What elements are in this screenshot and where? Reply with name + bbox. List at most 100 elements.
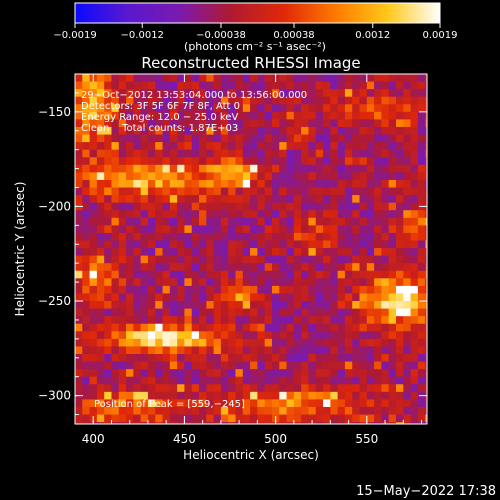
heatmap-cell bbox=[75, 142, 83, 151]
heatmap-cell bbox=[162, 308, 171, 317]
heatmap-cell bbox=[191, 240, 200, 249]
heatmap-cell bbox=[366, 187, 375, 196]
heatmap-cell bbox=[155, 195, 164, 204]
annotation-block: 29−Oct−2012 13:53:04.000 to 13:56:00.000… bbox=[81, 90, 307, 134]
heatmap-cell bbox=[191, 217, 200, 226]
heatmap-cell bbox=[301, 414, 310, 423]
heatmap-cell bbox=[359, 134, 368, 143]
heatmap-cell bbox=[403, 172, 412, 181]
heatmap-cell bbox=[206, 202, 215, 211]
heatmap-cell bbox=[330, 104, 339, 113]
heatmap-cell bbox=[395, 210, 404, 219]
heatmap-cell bbox=[75, 285, 83, 295]
heatmap-cell bbox=[381, 89, 390, 98]
heatmap-cell bbox=[337, 270, 346, 279]
heatmap-cell bbox=[133, 308, 142, 317]
heatmap-cell bbox=[220, 126, 229, 136]
heatmap-cell bbox=[126, 195, 134, 204]
heatmap-cell bbox=[323, 255, 331, 264]
heatmap-cell bbox=[96, 384, 105, 393]
heatmap-cell bbox=[220, 323, 229, 332]
heatmap-cell bbox=[147, 179, 156, 189]
heatmap-cell bbox=[75, 323, 83, 332]
heatmap-cell bbox=[177, 89, 186, 98]
heatmap-cell bbox=[250, 172, 258, 181]
heatmap-cell bbox=[75, 104, 83, 113]
heatmap-cell bbox=[140, 323, 149, 332]
heatmap-cell bbox=[257, 126, 266, 136]
heatmap-cell bbox=[184, 308, 193, 317]
heatmap-cell bbox=[199, 217, 207, 226]
heatmap-cell bbox=[118, 111, 127, 121]
heatmap-cell bbox=[264, 285, 273, 295]
heatmap-cell bbox=[381, 119, 390, 128]
heatmap-cell bbox=[147, 376, 156, 385]
heatmap-cell bbox=[366, 331, 375, 340]
heatmap-cell bbox=[89, 225, 98, 234]
heatmap-cell bbox=[155, 142, 164, 151]
heatmap-cell bbox=[352, 399, 361, 408]
heatmap-cell bbox=[286, 225, 295, 234]
heatmap-cell bbox=[425, 142, 427, 151]
heatmap-cell bbox=[133, 316, 142, 325]
heatmap-cell bbox=[271, 338, 280, 348]
heatmap-cell bbox=[337, 111, 346, 121]
heatmap-cell bbox=[374, 142, 383, 151]
heatmap-cell bbox=[388, 316, 397, 325]
heatmap-cell bbox=[104, 119, 113, 128]
heatmap-cell bbox=[308, 225, 317, 234]
heatmap-cell bbox=[425, 255, 427, 264]
heatmap-cell bbox=[147, 210, 156, 219]
heatmap-cell bbox=[89, 384, 98, 393]
heatmap-cell bbox=[104, 361, 113, 370]
heatmap-cell bbox=[228, 422, 237, 424]
heatmap-cell bbox=[104, 164, 113, 173]
heatmap-cell bbox=[417, 104, 426, 113]
heatmap-cell bbox=[359, 285, 368, 295]
heatmap-cell bbox=[140, 369, 149, 378]
heatmap-cell bbox=[381, 202, 390, 211]
heatmap-cell bbox=[374, 119, 383, 128]
heatmap-cell bbox=[381, 331, 390, 340]
heatmap-cell bbox=[242, 149, 251, 158]
heatmap-cell bbox=[337, 406, 346, 416]
heatmap-cell bbox=[330, 346, 339, 355]
heatmap-cell bbox=[213, 301, 222, 310]
heatmap-cell bbox=[301, 81, 310, 90]
heatmap-cell bbox=[242, 172, 251, 181]
heatmap-cell bbox=[140, 225, 149, 234]
heatmap-cell bbox=[220, 225, 229, 234]
heatmap-cell bbox=[344, 111, 353, 121]
heatmap-cell bbox=[133, 232, 142, 242]
heatmap-cell bbox=[111, 278, 120, 287]
heatmap-cell bbox=[250, 164, 258, 173]
heatmap-cell bbox=[374, 255, 383, 264]
heatmap-cell bbox=[286, 248, 295, 257]
heatmap-cell bbox=[352, 111, 361, 121]
heatmap-cell bbox=[257, 278, 266, 287]
heatmap-cell bbox=[155, 74, 164, 83]
heatmap-cell bbox=[169, 293, 178, 302]
heatmap-cell bbox=[191, 164, 200, 173]
heatmap-cell bbox=[242, 346, 251, 355]
heatmap-cell bbox=[352, 172, 361, 181]
heatmap-cell bbox=[359, 248, 368, 257]
heatmap-cell bbox=[155, 149, 164, 158]
heatmap-cell bbox=[242, 179, 251, 189]
heatmap-cell bbox=[425, 278, 427, 287]
heatmap-cell bbox=[242, 338, 251, 348]
heatmap-cell bbox=[82, 323, 91, 332]
heatmap-cell bbox=[425, 74, 427, 83]
heatmap-cell bbox=[177, 316, 186, 325]
heatmap-cell bbox=[126, 179, 134, 189]
heatmap-cell bbox=[301, 202, 310, 211]
heatmap-cell bbox=[162, 384, 171, 393]
heatmap-cell bbox=[140, 414, 149, 423]
heatmap-cell bbox=[381, 406, 390, 416]
heatmap-cell bbox=[96, 157, 105, 166]
heatmap-cell bbox=[388, 354, 397, 363]
heatmap-cell bbox=[286, 157, 295, 166]
heatmap-cell bbox=[82, 232, 91, 242]
annotation-total-counts: Clean Total counts: 1.87E+03 bbox=[81, 123, 238, 134]
heatmap-cell bbox=[366, 422, 375, 424]
